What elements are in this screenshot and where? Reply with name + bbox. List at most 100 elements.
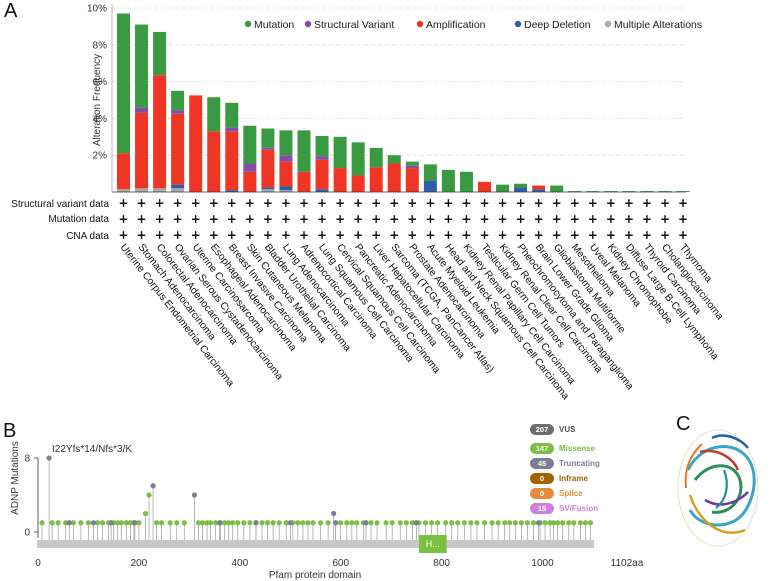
bar-segment-mutation[interactable] [207, 97, 221, 132]
lollipop-missense[interactable] [167, 520, 173, 526]
lollipop-missense[interactable] [146, 492, 152, 498]
bar-segment-multiple-alterations[interactable] [117, 189, 130, 192]
lollipop-missense[interactable] [226, 520, 232, 526]
lollipop-missense[interactable] [449, 520, 455, 526]
bar-segment-amplification[interactable] [261, 149, 275, 188]
lollipop-missense[interactable] [507, 520, 513, 526]
bar-segment-mutation[interactable] [568, 191, 582, 192]
bar-segment-mutation[interactable] [171, 90, 185, 111]
lollipop-missense[interactable] [542, 520, 548, 526]
bar-segment-amplification[interactable] [478, 181, 491, 192]
lollipop-missense[interactable] [374, 520, 380, 526]
lollipop-missense[interactable] [551, 520, 557, 526]
lollipop-missense[interactable] [85, 520, 92, 526]
lollipop-missense[interactable] [78, 520, 84, 526]
bar-segment-mutation[interactable] [243, 125, 257, 164]
lollipop-missense[interactable] [153, 520, 160, 526]
lollipop-missense[interactable] [195, 520, 202, 526]
lollipop-missense[interactable] [502, 520, 508, 526]
lollipop-missense[interactable] [264, 520, 271, 526]
bar-segment-amplification[interactable] [243, 171, 257, 192]
lollipop-missense[interactable] [199, 520, 206, 526]
bar-segment-mutation[interactable] [117, 13, 130, 154]
bar-segment-deep-deletion[interactable] [279, 186, 293, 191]
lollipop-missense[interactable] [241, 520, 247, 526]
lollipop-missense[interactable] [142, 510, 149, 517]
lollipop-missense[interactable] [300, 520, 306, 526]
bar-segment-mutation[interactable] [135, 24, 149, 108]
bar-segment-amplification[interactable] [333, 168, 347, 192]
lollipop-missense[interactable] [474, 520, 480, 526]
lollipop-missense[interactable] [383, 520, 389, 526]
bar-segment-mutation[interactable] [423, 164, 437, 181]
bar-segment-amplification[interactable] [532, 185, 546, 190]
bar-segment-multiple-alterations[interactable] [153, 188, 167, 192]
lollipop-missense[interactable] [571, 520, 577, 526]
lollipop-missense[interactable] [461, 520, 467, 526]
lollipop-missense[interactable] [212, 520, 219, 526]
lollipop-missense[interactable] [468, 520, 474, 526]
lollipop-missense[interactable] [495, 520, 501, 526]
pfam-domain[interactable] [418, 535, 447, 553]
lollipop-missense[interactable] [582, 520, 589, 526]
lollipop-missense[interactable] [566, 520, 572, 526]
lollipop-missense[interactable] [344, 520, 350, 526]
lollipop-missense[interactable] [403, 520, 409, 526]
lollipop-missense[interactable] [94, 520, 101, 526]
bar-segment-multiple-alterations[interactable] [171, 188, 185, 192]
lollipop-missense[interactable] [55, 520, 61, 526]
lollipop-missense[interactable] [136, 520, 142, 526]
bar-segment-amplification[interactable] [135, 112, 149, 189]
bar-segment-mutation[interactable] [333, 136, 347, 169]
bar-segment-mutation[interactable] [459, 171, 473, 192]
bar-segment-amplification[interactable] [153, 75, 167, 189]
lollipop-missense[interactable] [270, 520, 276, 526]
lollipop-missense[interactable] [512, 520, 518, 526]
bar-segment-mutation[interactable] [658, 191, 672, 192]
bar-segment-structural-variant[interactable] [225, 127, 239, 132]
lollipop-truncating[interactable] [108, 520, 114, 526]
lollipop-truncating[interactable] [191, 492, 198, 498]
lollipop-missense[interactable] [481, 520, 488, 526]
bar-segment-amplification[interactable] [351, 175, 365, 192]
lollipop-missense[interactable] [230, 520, 236, 526]
bar-segment-structural-variant[interactable] [405, 165, 419, 169]
lollipop-missense[interactable] [349, 520, 355, 526]
lollipop-truncating[interactable] [46, 455, 52, 461]
lollipop-truncating[interactable] [66, 520, 72, 526]
bar-segment-mutation[interactable] [351, 142, 365, 176]
lollipop-missense[interactable] [560, 520, 566, 526]
bar-segment-mutation[interactable] [514, 183, 528, 188]
lollipop-missense[interactable] [338, 520, 344, 526]
lollipop-missense[interactable] [518, 520, 524, 526]
lollipop-missense[interactable] [587, 520, 594, 526]
bar-segment-amplification[interactable] [387, 163, 401, 192]
bar-segment-mutation[interactable] [369, 147, 383, 168]
lollipop-missense[interactable] [524, 520, 531, 526]
lollipop-missense[interactable] [368, 520, 374, 526]
bar-segment-mutation[interactable] [297, 130, 311, 172]
bar-segment-mutation[interactable] [387, 155, 401, 164]
lollipop-missense[interactable] [276, 520, 282, 526]
lollipop-truncating[interactable] [253, 520, 259, 526]
bar-segment-mutation[interactable] [604, 191, 618, 192]
bar-segment-multiple-alterations[interactable] [279, 190, 293, 192]
bar-segment-mutation[interactable] [261, 128, 275, 148]
b-domain[interactable]: H... [418, 535, 447, 553]
lollipop-truncating[interactable] [90, 520, 97, 526]
lollipop-missense[interactable] [99, 520, 106, 526]
bar-segment-amplification[interactable] [189, 95, 203, 192]
bar-segment-deep-deletion[interactable] [225, 190, 239, 192]
lollipop-missense[interactable] [283, 520, 289, 526]
lollipop-missense[interactable] [555, 520, 561, 526]
bar-segment-multiple-alterations[interactable] [135, 188, 149, 192]
lollipop-truncating[interactable] [363, 520, 369, 526]
lollipop-missense[interactable] [235, 520, 241, 526]
bar-segment-amplification[interactable] [225, 131, 239, 191]
bar-segment-mutation[interactable] [550, 185, 564, 192]
lollipop-missense[interactable] [259, 520, 265, 526]
lollipop-missense[interactable] [159, 520, 165, 526]
lollipop-missense[interactable] [530, 520, 537, 526]
lollipop-missense[interactable] [118, 520, 124, 526]
bar-segment-structural-variant[interactable] [243, 163, 257, 172]
